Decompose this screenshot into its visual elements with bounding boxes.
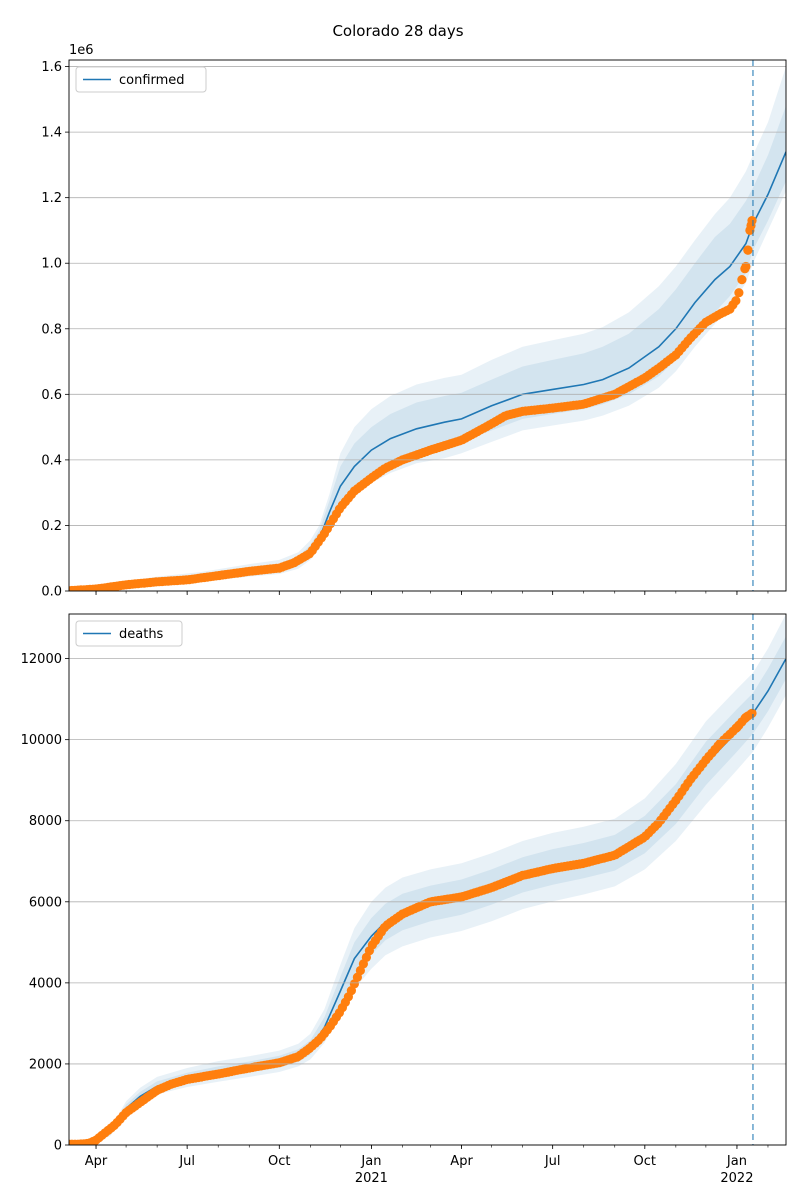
top-uncertainty-band: [69, 105, 786, 591]
bottom-uncertainty-band: [69, 636, 786, 1145]
top-observed-point: [731, 296, 741, 306]
xtick-label: Jul: [178, 1154, 195, 1169]
top-ytick-label: 0.4: [41, 453, 62, 468]
top-observed-point: [745, 225, 755, 235]
bottom-uncertainty-band: [69, 614, 786, 1145]
bottom-axes-frame: [68, 613, 787, 1146]
xtick-year-label: 2022: [720, 1171, 753, 1186]
top-observed-point: [741, 261, 751, 272]
bottom-ytick-label: 10000: [21, 733, 62, 748]
top-ytick-label: 1.2: [41, 191, 62, 206]
bottom-ytick-label: 8000: [29, 814, 62, 829]
top-observed-point: [743, 245, 753, 255]
bottom-plot-area: [69, 614, 786, 1145]
top-offset-label: 1e6: [69, 43, 94, 58]
bottom-observed-point: [747, 708, 757, 718]
bottom-observed-point: [732, 722, 742, 733]
top-observed-point: [747, 216, 757, 226]
top-ytick-label: 1.0: [41, 257, 62, 272]
xtick-label: Apr: [450, 1154, 473, 1169]
top-observed-point: [734, 288, 744, 298]
top-observed-point: [737, 275, 747, 285]
xtick-label: Jul: [544, 1154, 561, 1169]
top-legend: confirmed: [75, 66, 207, 93]
legend-box: [75, 66, 207, 93]
xtick-label: Jan: [726, 1154, 747, 1169]
bottom-ytick-label: 4000: [29, 976, 62, 991]
xtick-label: Apr: [85, 1154, 108, 1169]
top-ytick-label: 0.2: [41, 519, 62, 534]
figure-title: Colorado 28 days: [332, 22, 463, 40]
xtick-label: Jan: [360, 1154, 381, 1169]
legend-label: confirmed: [119, 73, 185, 88]
top-axes-frame: [68, 59, 787, 592]
bottom-ytick-label: 12000: [21, 652, 62, 667]
bottom-ytick-label: 0: [54, 1139, 62, 1154]
xtick-year-label: 2021: [355, 1171, 388, 1186]
legend-label: deaths: [119, 627, 164, 642]
bottom-panel: 0 2000 4000 6000 8000 10000 12000 Apr Jul Oct Jan 2…: [21, 613, 787, 1186]
bottom-ytick-label: 6000: [29, 895, 62, 910]
bottom-legend: deaths: [75, 620, 183, 647]
bottom-observed-point: [715, 739, 725, 749]
bottom-ytick-label: 2000: [29, 1057, 62, 1072]
top-ytick-label: 0.8: [41, 322, 62, 337]
top-ytick-label: 1.6: [41, 60, 62, 75]
top-ytick-label: 0.6: [41, 388, 62, 403]
top-panel: 0.0 0.2 0.4 0.6 0.8 1.0 1.2 1.4 1.6 1e6 confirmed: [41, 43, 787, 600]
top-ytick-label: 1.4: [41, 126, 62, 141]
xtick-label: Oct: [268, 1154, 290, 1169]
legend-box: [75, 620, 183, 647]
top-ytick-label: 0.0: [41, 585, 62, 600]
xtick-label: Oct: [634, 1154, 656, 1169]
